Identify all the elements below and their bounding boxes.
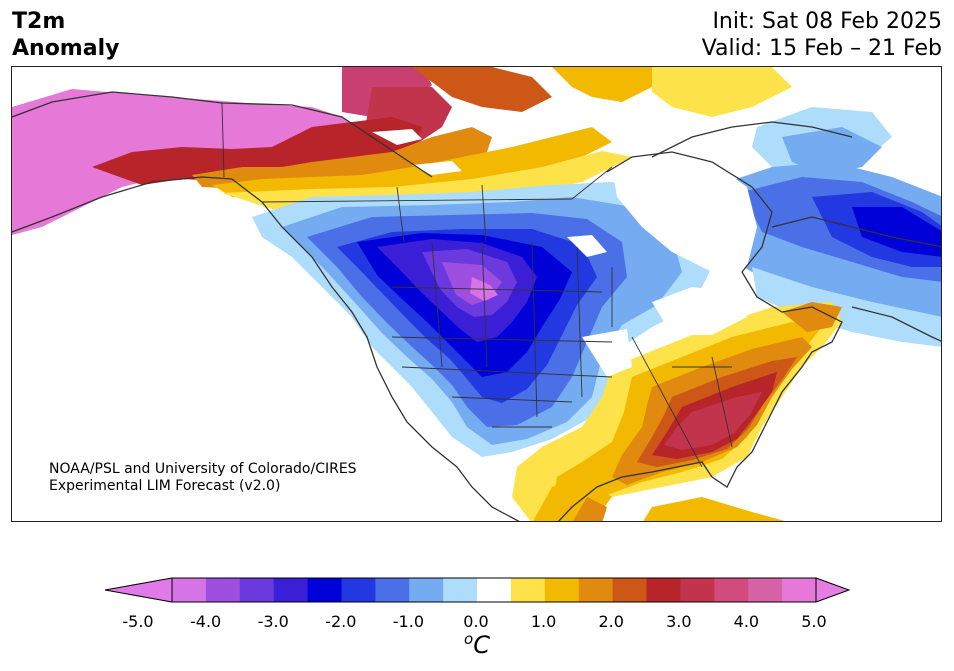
colorbar-segment: [239, 578, 275, 602]
credit-text: NOAA/PSL and University of Colorado/CIRE…: [49, 461, 357, 495]
colorbar-segment: [714, 578, 749, 602]
colorbar-extend-low: [104, 577, 173, 603]
colorbar-segment: [510, 578, 546, 602]
colorbar-tick-label: 0.0: [463, 612, 489, 631]
colorbar-graphic: [104, 577, 851, 603]
forecast-dates: Init: Sat 08 Feb 2025 Valid: 15 Feb – 21…: [702, 8, 942, 62]
title-line-2: Anomaly: [12, 36, 120, 61]
colorbar-segment: [307, 578, 342, 602]
credit-line-1: NOAA/PSL and University of Colorado/CIRE…: [49, 461, 357, 477]
colorbar-segment: [748, 578, 783, 602]
colorbar-tick-label: -4.0: [189, 612, 222, 631]
borders: [221, 102, 733, 468]
unit-base: C: [473, 631, 490, 659]
colorbar-segment: [612, 578, 648, 602]
colorbar-tick-label: -1.0: [392, 612, 424, 631]
coastlines: [12, 91, 941, 521]
init-date: Init: Sat 08 Feb 2025: [712, 9, 942, 34]
anomaly-map: NOAA/PSL and University of Colorado/CIRE…: [11, 66, 942, 522]
unit-superscript: o: [464, 630, 474, 648]
colorbar-tick-label: -2.0: [325, 612, 357, 631]
colorbar-segment: [443, 578, 478, 602]
figure-title: T2m Anomaly: [12, 8, 119, 62]
colorbar-segment: [646, 578, 681, 602]
colorbar-segment: [680, 578, 715, 602]
colorbar-tick-label: 2.0: [598, 612, 624, 631]
colorbar-segment: [477, 578, 512, 602]
colorbar: -5.0 -4.0 -3.0 -2.0 -1.0 0.0 1.0 2.0 3.0 4.0 5.0 o…: [0, 570, 954, 670]
colorbar-tick-label: -3.0: [257, 612, 289, 631]
colorbar-tick-label: -5.0: [122, 612, 154, 631]
colorbar-segment: [782, 578, 817, 602]
colorbar-extend-high: [815, 577, 851, 603]
unit-label: oC: [447, 630, 507, 659]
colorbar-segment: [273, 578, 309, 602]
colorbar-tick-label: 4.0: [733, 612, 760, 631]
title-line-1: T2m: [12, 9, 66, 34]
colorbar-segment: [205, 578, 241, 602]
colorbar-segment: [409, 578, 444, 602]
colorbar-segment: [578, 578, 614, 602]
colorbar-segment: [341, 578, 376, 602]
colorbar-segment: [544, 578, 580, 602]
colorbar-tick-label: 3.0: [666, 612, 692, 631]
map-canvas: [12, 67, 941, 521]
credit-line-2: Experimental LIM Forecast (v2.0): [49, 478, 281, 494]
colorbar-outline: [171, 577, 817, 603]
colorbar-segment: [172, 578, 207, 602]
colorbar-tick-label: 1.0: [530, 612, 557, 631]
valid-range: Valid: 15 Feb – 21 Feb: [701, 36, 942, 61]
colorbar-tick-label: 5.0: [801, 612, 827, 631]
colorbar-segment: [375, 578, 410, 602]
